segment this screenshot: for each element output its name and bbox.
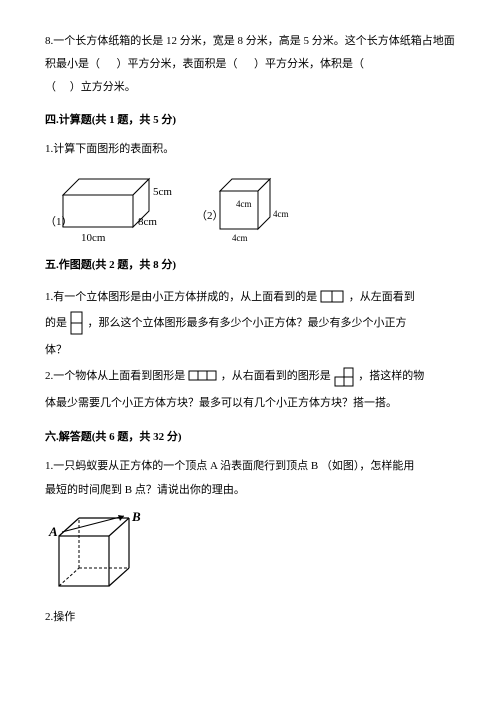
s5-q1b: ，从左面看到	[349, 291, 415, 303]
s6-q1b: 最短的时间爬到 B 点？请说出你的理由。	[45, 479, 455, 502]
s5-q1-line2: 的是 ，那么这个立体图形最多有多少个小正方体？最少有多少个小正方	[45, 310, 455, 337]
s5-q2a: 2.一个物体从上面看到图形是	[45, 370, 185, 382]
s5-q1: 1.有一个立体图形是由小正方体拼成的，从上面看到的是 ，从左面看到	[45, 284, 455, 311]
top-view-icon	[320, 284, 346, 310]
s5-q1c: 的是	[45, 317, 67, 329]
box1-len: 10cm	[81, 232, 106, 244]
page: 8.一个长方体纸箱的长是 12 分米，宽是 8 分米，高是 5 分米。这个长方体…	[0, 0, 500, 707]
q8-text4: ）立方分米。	[70, 81, 136, 93]
label-a: A	[48, 524, 58, 539]
s5-q1d: ，那么这个立体图形最多有多少个小正方体？最少有多少个小正方	[88, 317, 407, 329]
box1-h: 5cm	[153, 186, 172, 198]
section4-title: 四.计算题(共 1 题，共 5 分)	[45, 109, 455, 132]
q8: 8.一个长方体纸箱的长是 12 分米，宽是 8 分米，高是 5 分米。这个长方体…	[45, 30, 455, 99]
cube-a: 4cm	[236, 199, 252, 209]
s5-q1e: 体？	[45, 337, 455, 363]
fig1-label: （1）	[45, 215, 73, 228]
s5-q2b: ，从右面看到的图形是	[221, 370, 331, 382]
s6-q1a: 1.一只蚂蚁要从正方体的一个顶点 A 沿表面爬行到顶点 B （如图），怎样能用	[45, 455, 455, 478]
right-view-icon	[334, 364, 356, 390]
s4-q1: 1.计算下面图形的表面积。	[45, 138, 455, 161]
s4-figure-svg: 5cm 8cm 10cm （1） （2） 4cm 4cm 4cm	[45, 169, 305, 244]
q8-text3: ）平方分米，体积是（	[254, 58, 364, 70]
cube-c: 4cm	[232, 233, 248, 243]
cube-b: 4cm	[273, 209, 289, 219]
q8-text2: ）平方分米，表面积是（	[117, 58, 238, 70]
s5-q2d: 体最少需要几个小正方体方块？最多可以有几个小正方体方块？搭一搭。	[45, 390, 455, 416]
section6-title: 六.解答题(共 6 题，共 32 分)	[45, 426, 455, 449]
s5-q1a: 1.有一个立体图形是由小正方体拼成的，从上面看到的是	[45, 291, 317, 303]
left-view-icon	[70, 310, 85, 336]
s5-q2: 2.一个物体从上面看到图形是 ，从右面看到的图形是 ，搭这样的物	[45, 363, 455, 390]
top-view2-icon	[188, 364, 218, 390]
cube-ab-figure: A B	[45, 510, 455, 600]
box1-w: 8cm	[138, 216, 157, 228]
fig2-label: （2）	[196, 209, 224, 222]
s4-figures: 5cm 8cm 10cm （1） （2） 4cm 4cm 4cm	[45, 169, 455, 244]
section5-title: 五.作图题(共 2 题，共 8 分)	[45, 254, 455, 277]
s6-q2: 2.操作	[45, 606, 455, 629]
label-b: B	[131, 510, 141, 524]
s5-q2c: ，搭这样的物	[358, 370, 424, 382]
